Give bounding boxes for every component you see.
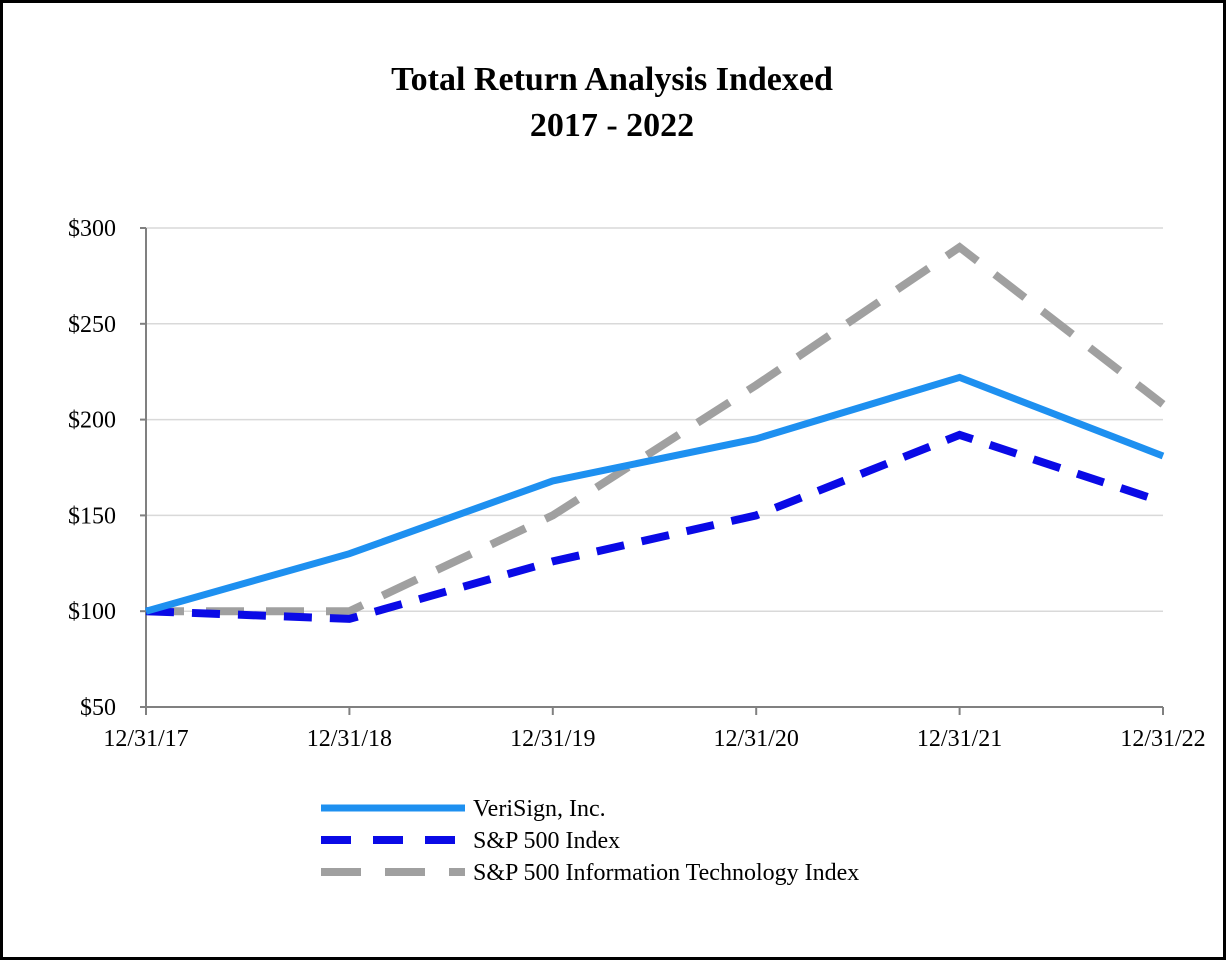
series-line-sp500 bbox=[145, 430, 1165, 623]
y-tick-label: $100 bbox=[68, 599, 116, 625]
x-tick-label: 12/31/21 bbox=[917, 726, 1002, 752]
x-tick-label: 12/31/22 bbox=[1120, 726, 1205, 752]
x-axis-ticks: 12/31/17 12/31/18 12/31/19 12/31/20 12/31/21… bbox=[103, 707, 1206, 752]
chart-title: Total Return Analysis Indexed bbox=[391, 61, 833, 98]
x-tick-label: 12/31/18 bbox=[307, 726, 392, 752]
legend-label-sp500it: S&P 500 Information Technology Index bbox=[473, 860, 859, 886]
x-tick-label: 12/31/20 bbox=[714, 726, 799, 752]
legend: VeriSign, Inc. S&P 500 Index S&P 500 Infor… bbox=[321, 796, 859, 886]
legend-label-sp500: S&P 500 Index bbox=[473, 828, 620, 854]
line-chart: Total Return Analysis Indexed 2017 - 202… bbox=[68, 61, 1206, 886]
x-tick-label: 12/31/19 bbox=[510, 726, 595, 752]
y-tick-label: $300 bbox=[68, 216, 116, 242]
chart-subtitle: 2017 - 2022 bbox=[530, 107, 694, 144]
y-tick-label: $50 bbox=[80, 695, 116, 721]
legend-label-verisign: VeriSign, Inc. bbox=[473, 796, 606, 822]
series-line-verisign bbox=[145, 373, 1165, 615]
y-tick-label: $150 bbox=[68, 503, 116, 529]
y-tick-label: $200 bbox=[68, 408, 116, 434]
axes bbox=[145, 228, 1163, 708]
series-line-sp500it bbox=[146, 242, 1166, 616]
y-axis-ticks: $50 $100 $150 $200 $250 $300 bbox=[68, 216, 146, 721]
x-tick-label: 12/31/17 bbox=[103, 726, 188, 752]
gridlines bbox=[146, 227, 1163, 612]
y-tick-label: $250 bbox=[68, 312, 116, 338]
series-lines bbox=[145, 242, 1166, 623]
